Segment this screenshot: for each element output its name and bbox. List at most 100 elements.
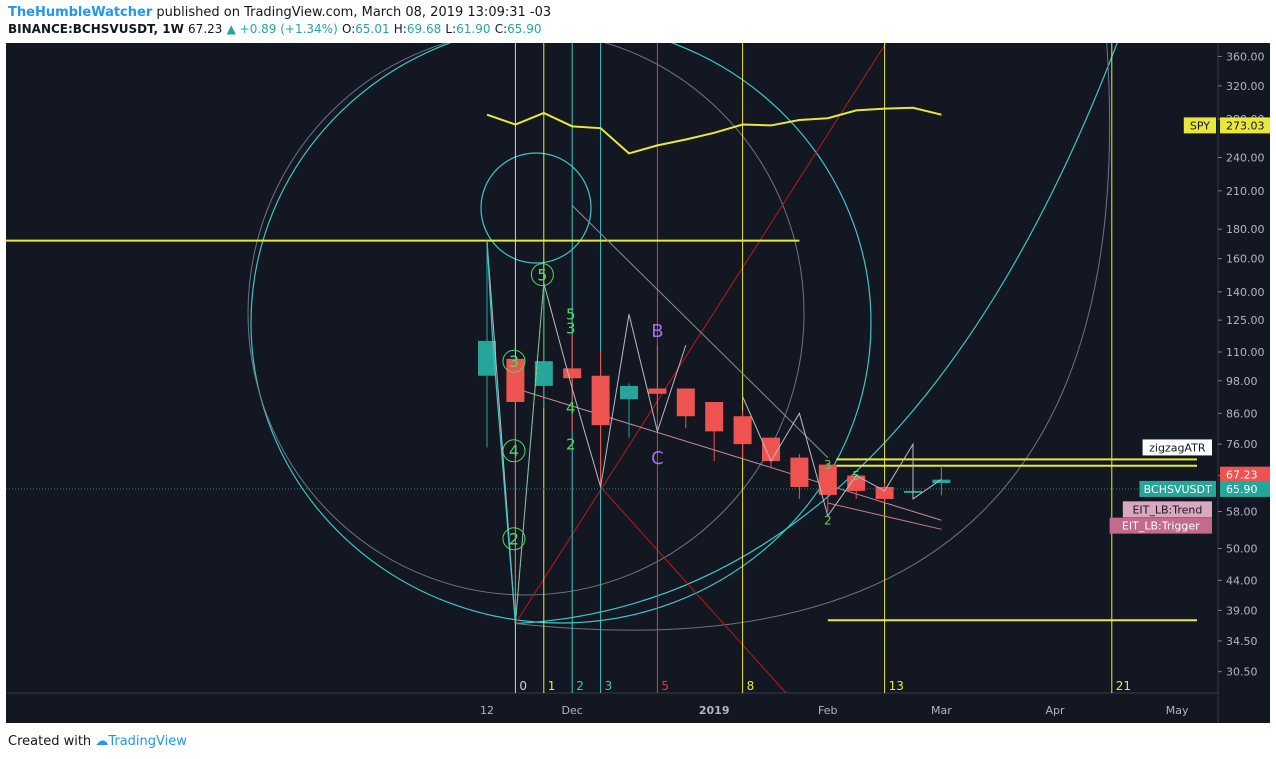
y-tick-label: 180.00 (1226, 223, 1265, 236)
fib-time-label: 8 (747, 679, 755, 693)
price-axis-tag (1220, 466, 1270, 483)
spy-series-line (486, 106, 942, 155)
x-tick-label: Apr (1045, 704, 1065, 717)
wave-label-circle (502, 439, 526, 463)
y-tick-label: 34.50 (1226, 635, 1258, 648)
y-tick-label: 44.00 (1226, 574, 1258, 587)
y-tick-label: 76.00 (1226, 438, 1258, 451)
candle-body (676, 388, 695, 417)
footer: Created with ☁TradingView (8, 734, 187, 749)
wave-label: C (651, 448, 664, 469)
candle-body (591, 375, 610, 426)
candle-body (790, 457, 809, 487)
candle-body (818, 464, 837, 495)
fib-spiral-arc (480, 152, 592, 264)
tradingview-link[interactable]: TradingView (108, 734, 187, 749)
y-tick-label: 30.50 (1226, 666, 1258, 679)
author-link[interactable]: TheHumbleWatcher (8, 5, 153, 20)
fib-spiral-arc (515, 43, 1110, 631)
indicator-tag-label: EIT_LB:Trend (1132, 503, 1202, 516)
trend-line (571, 205, 829, 458)
symbol-label: BINANCE:BCHSVUSDT, 1W (8, 22, 184, 36)
price-label-tag (1139, 480, 1216, 497)
indicator-tag (1142, 439, 1212, 456)
wave-label: B (651, 321, 663, 342)
trigger-line (827, 502, 942, 530)
tradingview-logo-icon[interactable]: ☁ (95, 734, 109, 749)
symbol-info: BINANCE:BCHSVUSDT, 1W 67.23 ▲ +0.89 (+1.… (8, 22, 541, 36)
candle-body (620, 385, 638, 400)
x-tick-label: Dec (562, 704, 583, 717)
wave-label: 4 (509, 442, 519, 461)
y-tick-label: 360.00 (1226, 50, 1265, 63)
candle-body (847, 475, 866, 491)
y-tick-label: 240.00 (1226, 152, 1265, 165)
open-value: O:65.01 (341, 22, 390, 36)
fib-time-label: 1 (548, 679, 556, 693)
wave-label: 2 (509, 529, 519, 548)
published-text: published on TradingView.com, March 08, … (156, 5, 552, 20)
wave-label: 5 (537, 265, 547, 284)
price-axis-tag (1220, 117, 1270, 134)
price-chart[interactable]: 012358132134255342BC352360.00320.00280.0… (6, 43, 1270, 723)
fib-time-label: 2 (576, 679, 584, 693)
y-tick-label: 160.00 (1226, 253, 1265, 266)
indicator-tag-label: EIT_LB:Trigger (1122, 520, 1200, 533)
fib-time-label: 21 (1116, 679, 1131, 693)
indicator-tag (1122, 501, 1212, 518)
wave-label-circle (530, 263, 554, 287)
y-tick-label: 86.00 (1226, 407, 1258, 420)
fan-line (514, 43, 887, 624)
candle-body (563, 368, 582, 379)
publish-info: TheHumbleWatcher published on TradingVie… (8, 5, 551, 20)
candle-body (506, 358, 525, 402)
wave-label: 5 (566, 306, 576, 324)
x-tick-label: May (1166, 704, 1189, 717)
candle-body (648, 388, 667, 394)
y-tick-label: 110.00 (1226, 346, 1265, 359)
fan-line (600, 486, 787, 693)
wave-label: 2 (824, 514, 832, 528)
price-axis-value: 273.03 (1226, 119, 1265, 132)
fib-time-label: 0 (519, 679, 527, 693)
wave-line (514, 283, 545, 624)
x-tick-label: Mar (931, 704, 952, 717)
price-label-text: BCHSVUSDT (1144, 483, 1212, 496)
trend-line (515, 388, 942, 521)
price-axis-value: 65.90 (1226, 483, 1258, 496)
candle-body (534, 361, 553, 386)
y-tick-label: 125.00 (1226, 314, 1265, 327)
y-tick-label: 140.00 (1226, 286, 1265, 299)
fib-spiral-arc (250, 43, 872, 624)
wave-label: 4 (566, 399, 576, 417)
y-tick-label: 98.00 (1226, 375, 1258, 388)
price-label-tag (1183, 117, 1216, 134)
wave-label-circle (502, 349, 526, 373)
fib-spiral-arc (247, 43, 805, 596)
price-change: ▲ +0.89 (+1.34%) (226, 22, 338, 36)
chart-background (6, 43, 1270, 723)
close-value: C:65.90 (494, 22, 542, 36)
high-value: H:69.68 (393, 22, 442, 36)
zigzag-line (742, 396, 942, 517)
price-label-text: SPY (1190, 119, 1210, 132)
y-tick-label: 39.00 (1226, 604, 1258, 617)
candle-body (875, 486, 894, 499)
price-axis-value: 67.23 (1226, 469, 1258, 482)
wave-label: 3 (509, 352, 519, 371)
low-value: L:61.90 (445, 22, 491, 36)
y-tick-label: 210.00 (1226, 185, 1265, 198)
candle-body (733, 416, 752, 445)
indicator-tag-label: zigzagATR (1149, 441, 1206, 454)
fib-time-label: 13 (889, 679, 904, 693)
y-tick-label: 50.00 (1226, 542, 1258, 555)
y-tick-label: 320.00 (1226, 80, 1265, 93)
fib-time-label: 3 (605, 679, 613, 693)
candle-body (705, 401, 724, 432)
candle-body (762, 437, 780, 462)
fib-time-label: 5 (661, 679, 669, 693)
candle-body (932, 479, 951, 484)
wave-label: 5 (852, 469, 860, 483)
candle-body (478, 340, 496, 376)
